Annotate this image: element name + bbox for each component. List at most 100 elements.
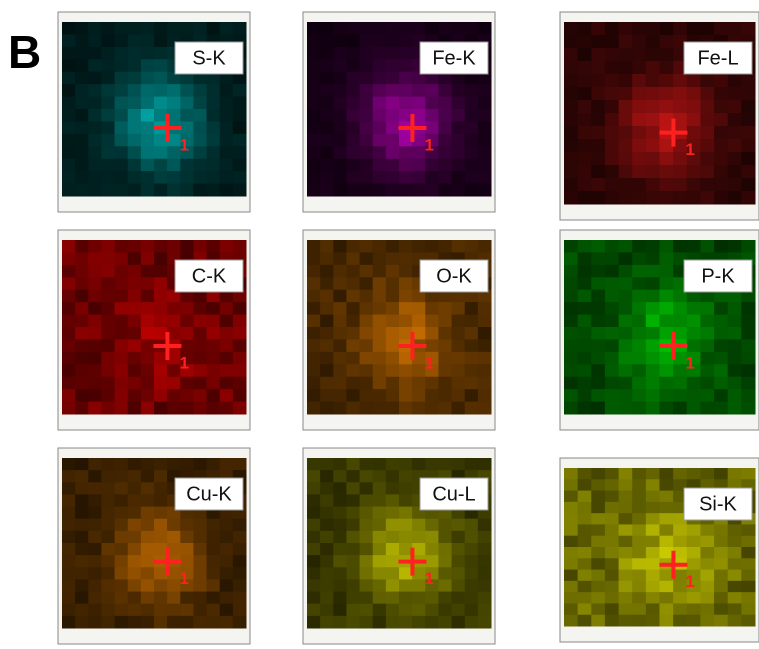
map-pixel (62, 377, 76, 390)
map-pixel (128, 97, 142, 110)
map-pixel (646, 364, 660, 377)
map-pixel (101, 579, 115, 592)
map-label: O-K (436, 265, 472, 287)
map-pixel (88, 339, 102, 352)
map-pixel (333, 389, 347, 402)
map-pixel (333, 72, 347, 85)
map-pixel (425, 302, 439, 315)
map-pixel (619, 558, 633, 570)
map-pixel (465, 134, 479, 147)
map-pixel (673, 315, 687, 328)
map-pixel (220, 84, 234, 97)
map-pixel (101, 458, 115, 471)
map-pixel (88, 97, 102, 110)
map-pixel (62, 109, 76, 122)
map-pixel (320, 531, 334, 544)
map-pixel (333, 327, 347, 340)
map-pixel (101, 315, 115, 328)
map-pixel (452, 146, 466, 159)
map-pixel (360, 72, 374, 85)
map-pixel (438, 109, 452, 122)
map-pixel (233, 184, 247, 197)
map-pixel (660, 48, 674, 62)
map-pixel (360, 277, 374, 290)
map-pixel (346, 59, 360, 72)
map-pixel (193, 146, 207, 159)
map-pixel (438, 184, 452, 197)
map-pixel (88, 494, 102, 507)
map-pixel (75, 109, 89, 122)
map-pixel (465, 121, 479, 134)
map-pixel (320, 327, 334, 340)
map-pixel (62, 494, 76, 507)
map-pixel (660, 479, 674, 491)
map-pixel (728, 87, 742, 101)
map-pixel (399, 604, 413, 617)
map-pixel (346, 567, 360, 580)
map-pixel (154, 389, 168, 402)
map-pixel (180, 402, 194, 415)
map-pixel (193, 184, 207, 197)
map-pixel (320, 458, 334, 471)
map-pixel (646, 547, 660, 559)
map-pixel (307, 377, 321, 390)
map-pixel (452, 579, 466, 592)
map-pixel (101, 604, 115, 617)
map-pixel (360, 134, 374, 147)
map-pixel (333, 579, 347, 592)
map-pixel (167, 531, 181, 544)
map-pixel (88, 265, 102, 278)
map-pixel (673, 302, 687, 315)
map-pixel (564, 570, 578, 582)
map-pixel (373, 402, 387, 415)
map-pixel (115, 616, 129, 629)
map-pixel (728, 524, 742, 536)
map-pixel (220, 616, 234, 629)
map-pixel (728, 113, 742, 127)
map-pixel (386, 121, 400, 134)
map-pixel (660, 581, 674, 593)
map-pixel (605, 100, 619, 114)
map-pixel (605, 290, 619, 303)
map-pixel (591, 479, 605, 491)
map-pixel (307, 146, 321, 159)
map-pixel (333, 616, 347, 629)
map-pixel (75, 59, 89, 72)
map-pixel (346, 146, 360, 159)
map-pixel (180, 604, 194, 617)
map-pixel (193, 377, 207, 390)
map-pixel (660, 74, 674, 88)
map-pixel (646, 502, 660, 514)
map-pixel (233, 327, 247, 340)
map-pixel (399, 531, 413, 544)
map-pixel (660, 178, 674, 192)
map-pixel (714, 536, 728, 548)
map-pixel (714, 22, 728, 36)
map-pixel (465, 240, 479, 253)
map-pixel (578, 302, 592, 315)
map-pixel (646, 35, 660, 49)
map-pixel (307, 84, 321, 97)
map-pixel (452, 604, 466, 617)
map-pixel (591, 603, 605, 615)
map-pixel (220, 555, 234, 568)
map-pixel (591, 265, 605, 278)
map-pixel (646, 389, 660, 402)
map-pixel (741, 603, 755, 615)
map-pixel (101, 134, 115, 147)
map-pixel (75, 302, 89, 315)
map-pixel (728, 377, 742, 390)
map-pixel (346, 240, 360, 253)
map-pixel (660, 87, 674, 101)
map-pixel (386, 519, 400, 532)
map-pixel (115, 134, 129, 147)
element-map: Cu-K1 (58, 448, 250, 644)
map-pixel (220, 592, 234, 605)
map-pixel (193, 555, 207, 568)
map-pixel (320, 252, 334, 265)
map-pixel (128, 470, 142, 483)
map-pixel (478, 352, 492, 365)
map-pixel (115, 59, 129, 72)
map-pixel (399, 470, 413, 483)
map-pixel (605, 524, 619, 536)
